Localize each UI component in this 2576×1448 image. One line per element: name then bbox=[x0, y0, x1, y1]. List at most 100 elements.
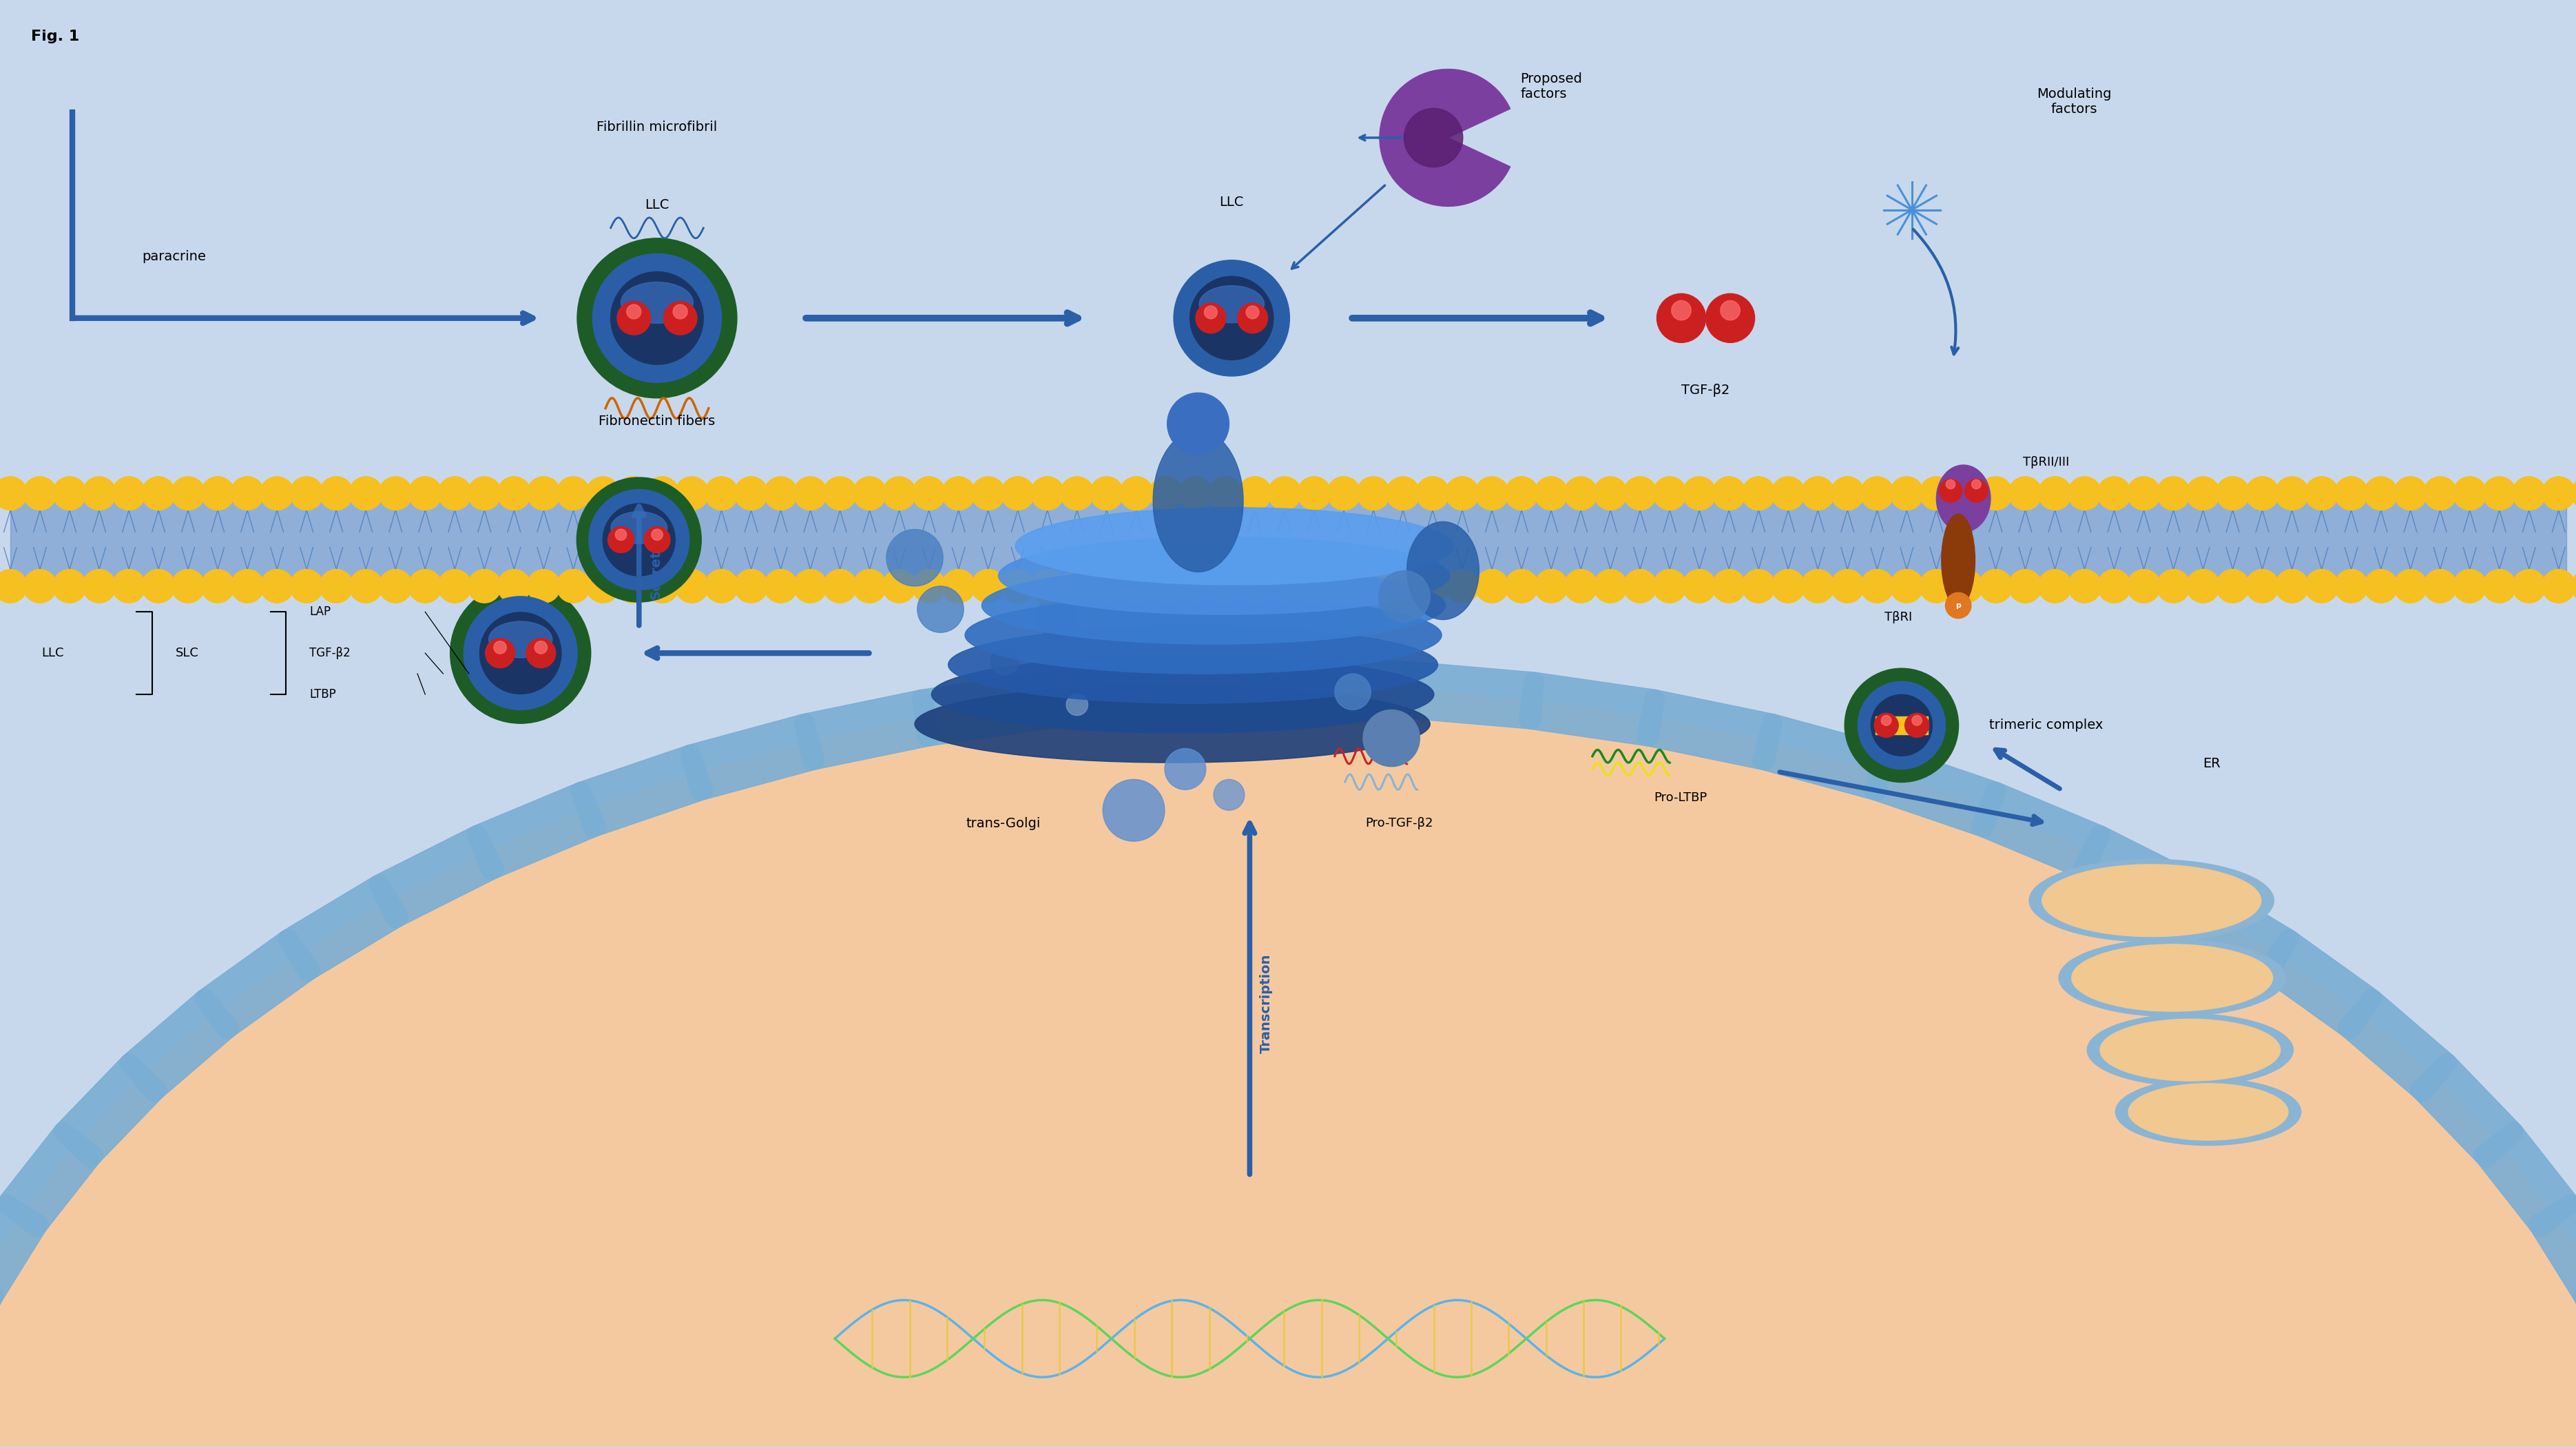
FancyBboxPatch shape bbox=[2527, 1195, 2576, 1309]
Circle shape bbox=[2334, 476, 2367, 510]
Ellipse shape bbox=[0, 694, 2576, 1448]
Circle shape bbox=[1149, 476, 1182, 510]
Circle shape bbox=[82, 569, 116, 602]
Circle shape bbox=[2571, 476, 2576, 510]
Circle shape bbox=[608, 527, 634, 553]
Circle shape bbox=[2215, 476, 2249, 510]
Ellipse shape bbox=[1015, 508, 1453, 585]
Ellipse shape bbox=[464, 597, 577, 710]
Text: Proposed
factors: Proposed factors bbox=[1520, 72, 1582, 100]
Ellipse shape bbox=[1154, 430, 1242, 572]
Circle shape bbox=[1971, 479, 1981, 489]
Circle shape bbox=[626, 304, 641, 319]
Circle shape bbox=[1919, 476, 1953, 510]
Circle shape bbox=[1891, 476, 1922, 510]
Circle shape bbox=[2184, 569, 2218, 602]
Ellipse shape bbox=[1406, 521, 1479, 620]
Circle shape bbox=[2303, 476, 2339, 510]
Circle shape bbox=[1298, 569, 1332, 602]
Circle shape bbox=[484, 639, 515, 668]
Ellipse shape bbox=[611, 272, 703, 365]
FancyBboxPatch shape bbox=[466, 782, 605, 879]
Circle shape bbox=[1386, 569, 1419, 602]
Circle shape bbox=[1327, 476, 1360, 510]
Circle shape bbox=[1592, 476, 1628, 510]
FancyBboxPatch shape bbox=[2336, 989, 2458, 1102]
Circle shape bbox=[1417, 569, 1450, 602]
Circle shape bbox=[350, 476, 384, 510]
Circle shape bbox=[616, 529, 626, 540]
FancyBboxPatch shape bbox=[1278, 659, 1422, 718]
Circle shape bbox=[1090, 569, 1123, 602]
Ellipse shape bbox=[1857, 682, 1945, 769]
Circle shape bbox=[232, 569, 265, 602]
Circle shape bbox=[2421, 476, 2458, 510]
Ellipse shape bbox=[933, 656, 1432, 733]
Circle shape bbox=[1945, 592, 1971, 618]
Circle shape bbox=[319, 476, 353, 510]
Circle shape bbox=[881, 476, 917, 510]
Circle shape bbox=[2097, 569, 2130, 602]
Circle shape bbox=[1180, 476, 1211, 510]
FancyBboxPatch shape bbox=[0, 1122, 103, 1237]
Circle shape bbox=[2540, 476, 2576, 510]
Circle shape bbox=[142, 569, 175, 602]
Circle shape bbox=[1404, 109, 1463, 167]
Circle shape bbox=[734, 476, 768, 510]
FancyBboxPatch shape bbox=[0, 1270, 3, 1383]
Ellipse shape bbox=[981, 566, 1445, 644]
Ellipse shape bbox=[1844, 669, 1958, 782]
Text: LLC: LLC bbox=[41, 647, 64, 659]
Circle shape bbox=[824, 476, 855, 510]
Circle shape bbox=[2244, 476, 2277, 510]
Circle shape bbox=[644, 527, 670, 553]
Circle shape bbox=[1208, 476, 1242, 510]
Circle shape bbox=[765, 569, 799, 602]
Circle shape bbox=[2215, 569, 2249, 602]
Circle shape bbox=[675, 476, 708, 510]
Circle shape bbox=[2421, 569, 2458, 602]
Circle shape bbox=[2038, 476, 2071, 510]
Circle shape bbox=[2244, 569, 2277, 602]
Circle shape bbox=[2334, 569, 2367, 602]
Ellipse shape bbox=[1198, 285, 1265, 323]
Circle shape bbox=[1267, 569, 1301, 602]
Circle shape bbox=[1965, 479, 1989, 502]
Circle shape bbox=[201, 476, 234, 510]
Circle shape bbox=[526, 569, 562, 602]
Circle shape bbox=[1911, 715, 1922, 725]
Circle shape bbox=[2184, 476, 2218, 510]
Circle shape bbox=[2365, 476, 2396, 510]
Circle shape bbox=[652, 529, 662, 540]
Circle shape bbox=[2038, 569, 2071, 602]
Ellipse shape bbox=[2128, 1083, 2287, 1140]
Circle shape bbox=[2512, 476, 2545, 510]
Ellipse shape bbox=[999, 537, 1450, 614]
Circle shape bbox=[1829, 569, 1865, 602]
Circle shape bbox=[1203, 306, 1216, 319]
Circle shape bbox=[1030, 476, 1064, 510]
Circle shape bbox=[886, 530, 943, 586]
Ellipse shape bbox=[451, 584, 590, 724]
Wedge shape bbox=[1378, 70, 1510, 206]
Circle shape bbox=[0, 476, 26, 510]
Circle shape bbox=[1090, 476, 1123, 510]
Circle shape bbox=[1239, 476, 1273, 510]
Text: trimeric complex: trimeric complex bbox=[1989, 718, 2102, 731]
Text: LTBP: LTBP bbox=[309, 688, 335, 701]
Circle shape bbox=[1208, 569, 1242, 602]
Circle shape bbox=[1118, 569, 1154, 602]
Circle shape bbox=[1950, 476, 1984, 510]
Circle shape bbox=[407, 569, 443, 602]
Circle shape bbox=[2365, 569, 2396, 602]
Circle shape bbox=[1978, 569, 2012, 602]
Text: Fibronectin fibers: Fibronectin fibers bbox=[598, 414, 716, 427]
Circle shape bbox=[1772, 476, 1803, 510]
Circle shape bbox=[2066, 569, 2099, 602]
Circle shape bbox=[526, 639, 556, 668]
Text: Pro-TGF-β2: Pro-TGF-β2 bbox=[1365, 817, 1432, 830]
Circle shape bbox=[1180, 569, 1211, 602]
Circle shape bbox=[2128, 476, 2159, 510]
Circle shape bbox=[672, 304, 688, 319]
Ellipse shape bbox=[621, 282, 693, 323]
